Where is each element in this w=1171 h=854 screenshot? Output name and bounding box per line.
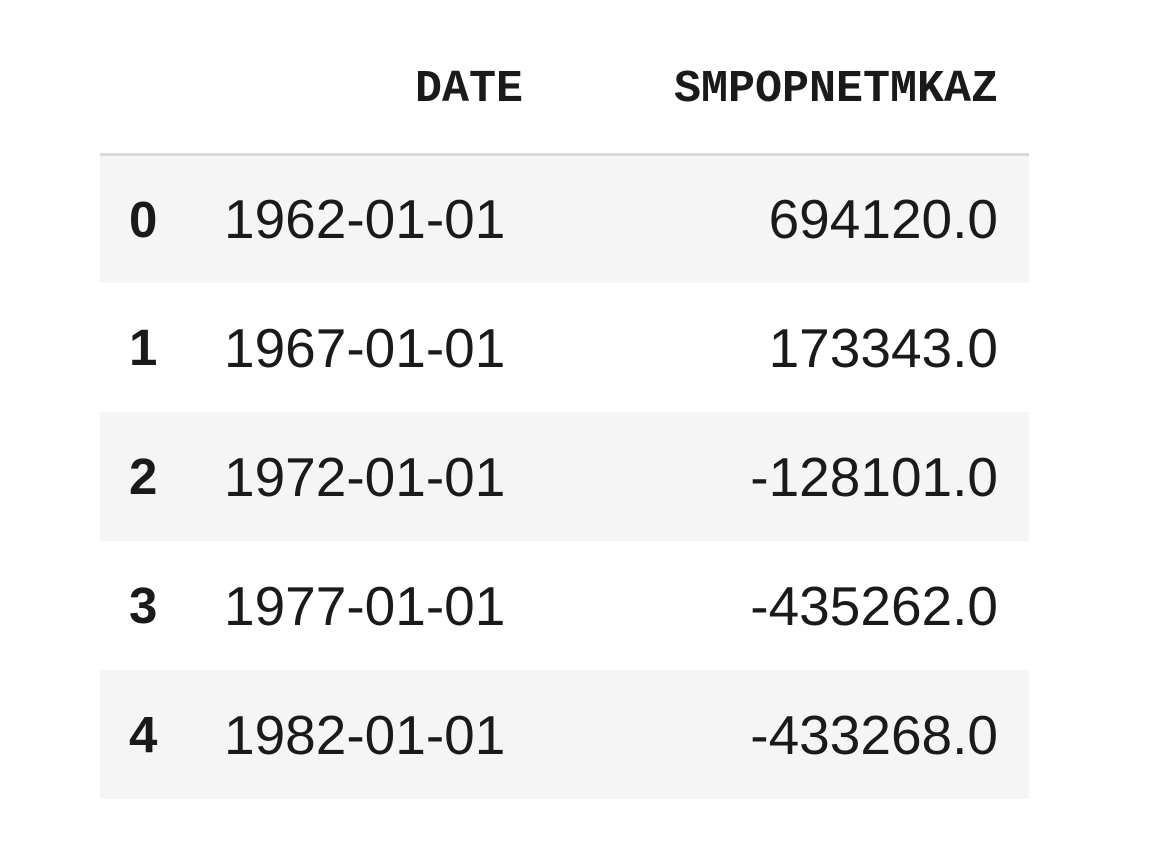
dataframe-table: DATE SMPOPNETMKAZ 0 1962-01-01 694120.0 … <box>100 27 1029 799</box>
value-cell: -435262.0 <box>750 574 998 637</box>
table-row: 2 1972-01-01 -128101.0 <box>100 412 1029 541</box>
column-header-date: DATE <box>212 27 554 156</box>
row-index: 1 <box>129 319 158 376</box>
table-row: 0 1962-01-01 694120.0 <box>100 154 1029 283</box>
header-row: DATE SMPOPNETMKAZ <box>100 27 1029 156</box>
table-row: 1 1967-01-01 173343.0 <box>100 283 1029 412</box>
date-cell: 1972-01-01 <box>224 445 506 508</box>
column-header-value: SMPOPNETMKAZ <box>554 27 1029 156</box>
date-cell: 1982-01-01 <box>224 703 506 766</box>
value-cell: 173343.0 <box>768 316 998 379</box>
value-cell: -433268.0 <box>750 703 998 766</box>
date-cell: 1967-01-01 <box>224 316 506 379</box>
row-index: 2 <box>129 448 158 505</box>
value-cell: 694120.0 <box>768 188 998 251</box>
row-index: 0 <box>129 190 158 248</box>
table-row: 3 1977-01-01 -435262.0 <box>100 541 1029 670</box>
table-header: DATE SMPOPNETMKAZ <box>100 27 1029 156</box>
row-index: 3 <box>129 577 158 634</box>
date-cell: 1977-01-01 <box>224 574 506 637</box>
index-column-header <box>100 27 212 156</box>
row-index: 4 <box>129 706 158 763</box>
table-row: 4 1982-01-01 -433268.0 <box>100 670 1029 799</box>
value-cell: -128101.0 <box>750 445 998 508</box>
table-body: 0 1962-01-01 694120.0 1 1967-01-01 17334… <box>100 154 1029 799</box>
date-cell: 1962-01-01 <box>224 188 506 251</box>
